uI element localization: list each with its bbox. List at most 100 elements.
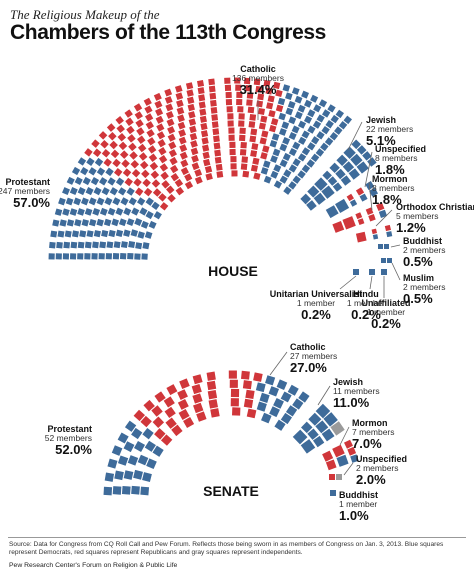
house-catholic-seat <box>318 99 328 108</box>
senate-protestant-seat <box>210 408 220 418</box>
house-muslim-name: Muslim <box>403 273 434 283</box>
house-protestant-seat <box>146 129 155 138</box>
house-protestant-seat <box>106 123 116 132</box>
house-protestant-seat <box>70 241 78 249</box>
house-protestant-seat <box>71 230 79 238</box>
house-protestant-seat <box>109 187 118 196</box>
senate-mormon-seat <box>347 446 357 456</box>
house-catholic-seat <box>270 118 279 126</box>
senate-mormon-wedge <box>322 439 359 471</box>
house-catholic-seat <box>283 186 292 195</box>
senate-seat-chart <box>103 370 359 496</box>
house-protestant-seat <box>112 158 121 168</box>
senate-catholic-seat <box>245 389 255 400</box>
house-catholic-seat <box>301 90 310 99</box>
house-protestant-seat <box>129 151 138 160</box>
house-protestant-seat <box>139 207 148 216</box>
house-protestant-seat <box>143 97 152 106</box>
house-protestant-seat <box>170 164 179 174</box>
senate-buddhist-percent: 1.0% <box>339 508 369 523</box>
senate-protestant-seat <box>140 415 152 428</box>
senate-protestant-seat <box>152 416 165 428</box>
house-catholic-seat <box>238 120 245 127</box>
house-catholic-seat <box>239 127 246 134</box>
house-orthodox-christian-wedge <box>355 224 393 243</box>
house-hindu-leader <box>369 275 373 290</box>
house-protestant-seat <box>88 197 97 206</box>
house-catholic-seat <box>281 121 290 130</box>
house-protestant-seat <box>158 146 167 156</box>
senate-protestant-seat <box>142 472 152 482</box>
house-jewish-seat <box>348 168 360 180</box>
house-catholic-seat <box>229 148 236 156</box>
house-catholic-seat <box>246 99 253 106</box>
senate-protestant-members: 52 members <box>45 433 92 443</box>
house-protestant-seat <box>99 241 107 249</box>
house-protestant-seat <box>101 187 110 196</box>
house-unaffiliated-seat <box>381 269 387 275</box>
house-catholic-seat <box>315 148 325 157</box>
senate-protestant-seat <box>134 440 146 452</box>
house-protestant-seat <box>130 229 139 237</box>
senate-catholic-seat <box>287 384 299 396</box>
house-jewish-seat <box>336 154 348 166</box>
house-catholic-seat <box>240 163 248 171</box>
house-protestant-seat <box>167 126 176 135</box>
senate-protestant-seat <box>164 406 176 419</box>
house-unspecified-seat <box>355 187 365 196</box>
house-catholic-seat <box>278 128 287 136</box>
house-orthodox-christian-seat <box>372 234 379 240</box>
house-protestant-seat <box>103 218 112 227</box>
house-orthodox-christian-seat <box>371 228 378 235</box>
house-protestant-seat <box>199 108 207 116</box>
senate-unspecified-leader <box>343 462 354 476</box>
senate-catholic-seat <box>261 412 272 424</box>
house-protestant-seat <box>164 96 173 104</box>
house-protestant-seat <box>200 122 208 131</box>
house-protestant-seat <box>165 185 175 194</box>
senate-catholic-seat <box>273 397 284 409</box>
house-protestant-seat <box>208 85 216 93</box>
house-catholic-seat <box>343 115 353 125</box>
house-protestant-seat <box>187 103 195 112</box>
senate-protestant-seat <box>171 424 183 437</box>
house-catholic-seat <box>247 106 255 114</box>
house-protestant-seat <box>116 124 125 133</box>
house-catholic-seat <box>225 91 232 99</box>
house-protestant-seat <box>96 218 104 227</box>
house-unspecified-name: Unspecified <box>375 144 426 154</box>
house-protestant-seat <box>148 153 158 162</box>
senate-protestant-seat <box>123 470 134 480</box>
house-catholic-seat <box>241 156 249 163</box>
senate-unspecified-name: Unspecified <box>356 454 407 464</box>
house-protestant-seat <box>157 139 166 148</box>
house-catholic-seat <box>250 128 258 136</box>
house-unspecified-leader <box>364 151 373 188</box>
house-protestant-seat <box>54 208 63 216</box>
house-protestant-seat <box>50 230 58 238</box>
house-protestant-seat <box>124 177 133 187</box>
house-catholic-seat <box>269 124 277 133</box>
house-jewish-seat <box>332 182 343 192</box>
house-protestant-seat <box>137 231 145 239</box>
senate-protestant-seat <box>127 455 139 466</box>
house-catholic-seat <box>288 116 297 125</box>
house-protestant-seat <box>103 158 112 167</box>
senate-catholic-seat <box>298 391 310 403</box>
house-catholic-seat <box>327 104 336 113</box>
senate-catholic-seat <box>230 398 239 407</box>
house-protestant-seat <box>166 118 175 127</box>
house-protestant-seat <box>154 100 163 109</box>
senate-protestant-seat <box>142 427 154 440</box>
senate-mormon-name: Mormon <box>352 418 388 428</box>
house-jewish-seat <box>356 161 369 174</box>
house-protestant-seat <box>215 163 223 171</box>
house-unspecified-seat <box>359 193 368 202</box>
house-catholic-seat <box>245 84 252 92</box>
house-catholic-seat <box>248 121 256 128</box>
senate-protestant-seat <box>117 432 129 444</box>
senate-protestant-seat <box>107 458 118 469</box>
